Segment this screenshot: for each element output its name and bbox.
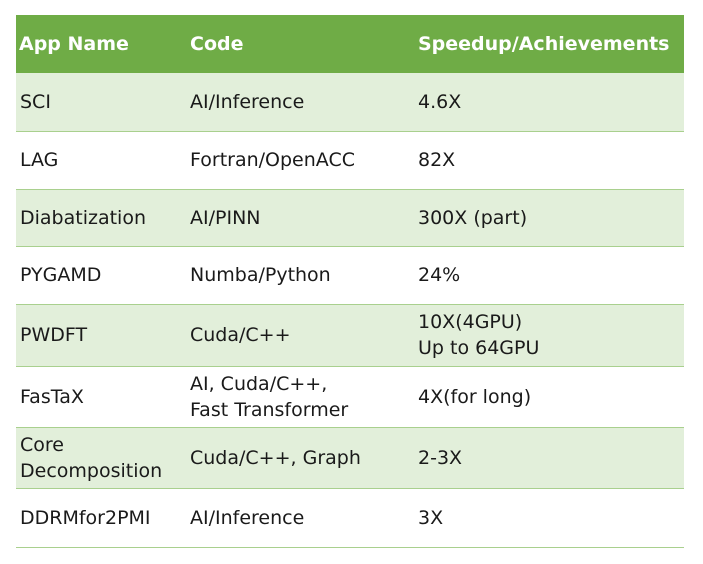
cell-app-name: PYGAMD <box>16 246 184 305</box>
cell-speedup: 4.6X <box>414 73 684 132</box>
cell-app-name-line: Core <box>20 433 64 456</box>
cell-app-name-line: PYGAMD <box>20 264 102 286</box>
cell-code-line: AI/Inference <box>190 90 305 113</box>
cell-speedup: 82X <box>414 131 684 190</box>
cell-code: AI/PINN <box>184 189 414 247</box>
table-row: FasTaX AI, Cuda/C++, Fast Transformer 4X(fo… <box>16 366 684 428</box>
cell-speedup-line: 82X <box>418 149 456 171</box>
cell-code-line: AI, Cuda/C++, <box>190 372 328 395</box>
cell-code: Cuda/C++ <box>184 304 414 367</box>
cell-app-name: FasTaX <box>16 366 184 428</box>
header-code: Code <box>184 15 414 73</box>
cell-speedup-line: 4X(for long) <box>418 385 532 408</box>
cell-app-name: PWDFT <box>16 304 184 367</box>
cell-code-line: Cuda/C++ <box>190 324 291 346</box>
table-row: PYGAMD Numba/Python 24% <box>16 246 684 305</box>
cell-code: Numba/Python <box>184 246 414 305</box>
cell-code-line: Numba/Python <box>190 264 331 286</box>
cell-speedup: 2-3X <box>414 427 684 489</box>
cell-code: AI, Cuda/C++, Fast Transformer <box>184 366 414 428</box>
cell-speedup: 3X <box>414 488 684 548</box>
cell-app-name-line: Diabatization <box>20 206 146 229</box>
cell-code: Cuda/C++, Graph <box>184 427 414 489</box>
cell-code-line: AI/PINN <box>190 206 261 229</box>
cell-code: Fortran/OpenACC <box>184 131 414 190</box>
cell-app-name: SCI <box>16 73 184 132</box>
cell-speedup-line: 300X (part) <box>418 206 528 229</box>
cell-app-name: Diabatization <box>16 189 184 247</box>
cell-app-name-line: FasTaX <box>20 385 84 408</box>
cell-speedup-line: 2-3X <box>418 446 463 469</box>
cell-app-name-line: DDRMfor2PMI <box>20 506 151 529</box>
cell-speedup-line: 24% <box>418 264 461 286</box>
cell-app-name-line: PWDFT <box>20 324 88 346</box>
cell-speedup-line: 3X <box>418 506 444 529</box>
header-app-name: App Name <box>16 15 184 73</box>
cell-app-name: LAG <box>16 131 184 190</box>
cell-code-line: Cuda/C++, Graph <box>190 446 361 469</box>
speedup-table: App Name Code Speedup/Achievements SCI AI… <box>16 15 684 548</box>
table-row: DDRMfor2PMI AI/Inference 3X <box>16 488 684 548</box>
cell-code: AI/Inference <box>184 488 414 548</box>
cell-speedup-line: Up to 64GPU <box>418 337 540 359</box>
cell-speedup: 24% <box>414 246 684 305</box>
cell-speedup: 10X(4GPU) Up to 64GPU <box>414 304 684 367</box>
cell-code-line: Fortran/OpenACC <box>190 149 355 171</box>
cell-app-name: Core Decomposition <box>16 427 184 489</box>
cell-speedup: 300X (part) <box>414 189 684 247</box>
cell-app-name-line: Decomposition <box>20 459 163 482</box>
cell-speedup: 4X(for long) <box>414 366 684 428</box>
table-row: Diabatization AI/PINN 300X (part) <box>16 189 684 247</box>
table-header-row: App Name Code Speedup/Achievements <box>16 15 684 73</box>
header-speedup: Speedup/Achievements <box>414 15 684 73</box>
table-row: LAG Fortran/OpenACC 82X <box>16 131 684 190</box>
table-row: Core Decomposition Cuda/C++, Graph 2-3X <box>16 427 684 489</box>
table-row: SCI AI/Inference 4.6X <box>16 73 684 132</box>
cell-app-name: DDRMfor2PMI <box>16 488 184 548</box>
cell-code-line: Fast Transformer <box>190 398 349 421</box>
cell-app-name-line: LAG <box>20 149 59 171</box>
cell-speedup-line: 10X(4GPU) <box>418 311 523 333</box>
cell-code: AI/Inference <box>184 73 414 132</box>
cell-app-name-line: SCI <box>20 90 51 113</box>
cell-code-line: AI/Inference <box>190 506 305 529</box>
cell-speedup-line: 4.6X <box>418 90 462 113</box>
table-row: PWDFT Cuda/C++ 10X(4GPU) Up to 64GPU <box>16 304 684 367</box>
